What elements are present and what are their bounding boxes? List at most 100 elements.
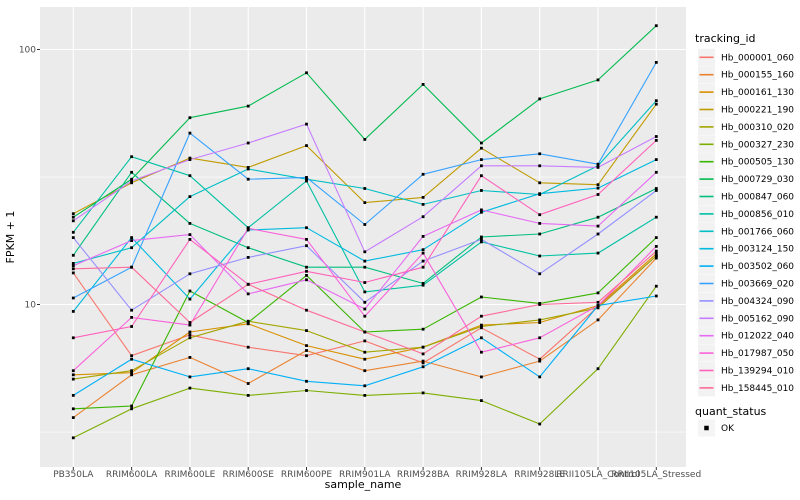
legend-item: Hb_000856_010 — [698, 205, 794, 223]
data-point — [71, 296, 75, 300]
data-point — [305, 177, 308, 181]
data-point — [421, 203, 425, 206]
data-point — [363, 369, 367, 373]
data-point — [188, 297, 192, 301]
data-point — [305, 144, 308, 147]
data-point — [538, 164, 542, 168]
legend-item-label: Hb_000729_030 — [721, 175, 794, 185]
data-point — [421, 196, 425, 199]
data-point — [654, 102, 658, 106]
data-point — [421, 259, 425, 263]
data-point — [421, 327, 425, 331]
data-point — [596, 193, 600, 196]
data-point — [538, 422, 542, 426]
data-point — [480, 240, 483, 244]
data-point — [305, 122, 308, 126]
data-point — [480, 189, 483, 192]
data-point — [596, 183, 600, 187]
data-point — [421, 265, 425, 269]
data-point — [305, 71, 308, 75]
legend-item: Hb_000221_190 — [698, 101, 794, 118]
data-point — [596, 291, 600, 295]
data-point — [363, 330, 367, 334]
data-point — [71, 215, 75, 219]
data-point — [305, 379, 308, 383]
data-point — [654, 187, 658, 190]
data-point — [421, 359, 425, 363]
data-point — [305, 389, 308, 392]
data-point — [654, 256, 658, 260]
data-point — [538, 318, 542, 322]
legend-item: Hb_000505_130 — [698, 153, 794, 171]
data-point — [71, 271, 75, 275]
data-point — [305, 344, 308, 347]
data-point — [596, 186, 600, 190]
data-point — [130, 404, 133, 408]
plot-panel — [40, 7, 686, 467]
legend-item-label: Hb_003669_020 — [721, 280, 794, 290]
data-point — [130, 325, 133, 328]
data-point — [305, 349, 308, 352]
data-point — [363, 265, 367, 269]
legend-item: Hb_000155_160 — [698, 66, 794, 84]
legend-item: Hb_012022_040 — [698, 327, 794, 345]
legend-item-label: Hb_158445_010 — [721, 384, 794, 394]
data-point — [596, 251, 600, 255]
legend-item: Hb_000310_020 — [698, 118, 794, 136]
data-point — [538, 272, 542, 276]
data-point — [363, 307, 367, 311]
data-point — [305, 265, 308, 269]
data-point — [71, 373, 75, 377]
data-point — [596, 232, 600, 236]
legend-item: Hb_000729_030 — [698, 170, 794, 188]
legend-item: Hb_005162_090 — [698, 309, 794, 327]
data-point — [71, 262, 75, 265]
legend-item-label: Hb_005162_090 — [721, 314, 794, 324]
data-point — [480, 238, 483, 241]
data-point — [421, 361, 425, 365]
legend-item: Hb_000161_130 — [698, 83, 794, 101]
data-point — [188, 330, 192, 334]
data-point — [421, 215, 425, 219]
legend-item-label: Hb_000847_060 — [721, 193, 794, 203]
data-point — [421, 235, 425, 238]
legend-item-label: Hb_017987_050 — [721, 349, 794, 359]
data-point — [363, 300, 367, 304]
data-point — [188, 289, 192, 293]
data-point — [305, 244, 308, 248]
data-point — [188, 333, 192, 337]
data-point — [246, 228, 250, 232]
data-point — [188, 222, 192, 225]
data-point — [71, 264, 75, 268]
data-point — [363, 339, 367, 343]
data-point — [654, 24, 658, 28]
data-point — [654, 158, 658, 161]
data-point — [363, 259, 367, 263]
data-point — [654, 139, 658, 142]
data-point — [421, 248, 425, 252]
data-point — [188, 323, 192, 327]
data-point — [130, 407, 133, 411]
quant-status-ok-marker-icon — [704, 425, 709, 431]
data-point — [130, 316, 133, 319]
data-point — [130, 357, 133, 361]
x-tick-label: RRIM600SE — [222, 470, 274, 480]
data-point — [188, 233, 192, 236]
data-point — [246, 345, 250, 349]
data-point — [421, 83, 425, 86]
data-point — [654, 294, 658, 298]
data-point — [188, 386, 192, 390]
legend-item: Hb_158445_010 — [698, 379, 794, 397]
x-tick-label: RRIM600LA — [106, 470, 158, 480]
data-point — [188, 356, 192, 359]
data-point — [71, 236, 75, 239]
data-point — [538, 152, 542, 156]
data-point — [305, 308, 308, 312]
data-point — [363, 350, 367, 354]
data-point — [596, 224, 600, 228]
x-tick-label: RRIM901LA — [339, 470, 391, 480]
data-point — [363, 290, 367, 294]
data-point — [246, 321, 250, 324]
data-point — [246, 141, 250, 145]
data-point — [654, 61, 658, 64]
